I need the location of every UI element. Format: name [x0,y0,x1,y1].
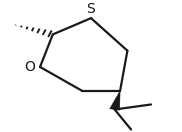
Polygon shape [110,91,120,110]
Text: O: O [25,60,35,74]
Text: S: S [87,2,95,16]
